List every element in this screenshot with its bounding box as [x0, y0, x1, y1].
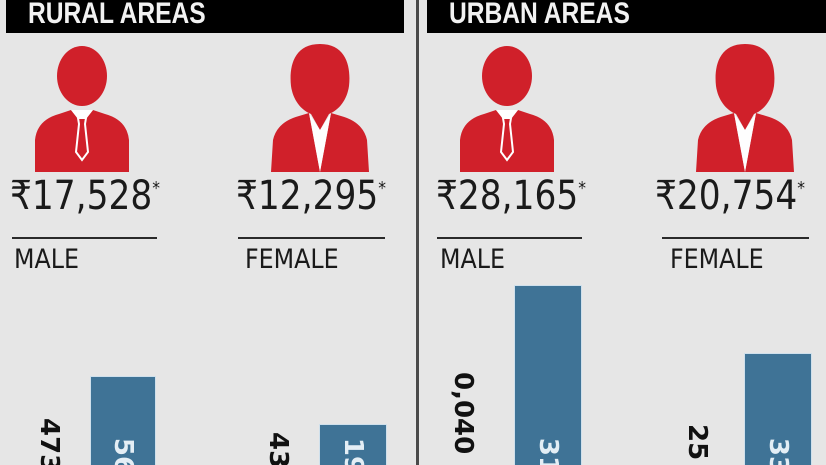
urban-female-label: FEMALE: [670, 244, 764, 275]
rural-female-label: FEMALE: [245, 244, 339, 275]
urban-female-side-label: 25: [682, 424, 712, 461]
rural-panel: RURAL AREAS ₹17,528* ₹12,295* MALE FEMAL…: [6, 0, 404, 465]
rural-male-bar: 56: [90, 376, 156, 465]
rural-female-bar: 19: [319, 424, 387, 465]
urban-header: URBAN AREAS: [427, 0, 826, 33]
rural-male-amount: ₹17,528*: [10, 173, 161, 219]
rural-female-amount: ₹12,295*: [236, 173, 387, 219]
urban-male-bar: 31: [514, 285, 582, 465]
urban-male-amount: ₹28,165*: [436, 173, 587, 219]
rural-male-label: MALE: [14, 244, 80, 275]
divider-line: [437, 237, 582, 239]
rural-header: RURAL AREAS: [6, 0, 404, 33]
man-icon: [27, 40, 137, 172]
rural-female-side-label: 43: [263, 432, 293, 465]
divider-line: [12, 237, 157, 239]
urban-male-label: MALE: [440, 244, 506, 275]
urban-panel: URBAN AREAS ₹28,165* ₹20,754* MALE FEMAL…: [420, 0, 826, 465]
woman-icon: [690, 40, 800, 172]
rural-male-side-label: 473: [34, 418, 64, 465]
urban-female-amount: ₹20,754*: [655, 173, 806, 219]
rural-title: RURAL AREAS: [28, 0, 206, 30]
urban-title: URBAN AREAS: [449, 0, 630, 30]
urban-female-bar: 33: [744, 353, 812, 465]
woman-icon: [265, 40, 375, 172]
man-icon: [452, 40, 562, 172]
urban-male-side-label: 0,040: [448, 372, 478, 455]
divider-line: [238, 237, 385, 239]
divider-line: [662, 237, 809, 239]
panel-divider: [416, 0, 419, 465]
